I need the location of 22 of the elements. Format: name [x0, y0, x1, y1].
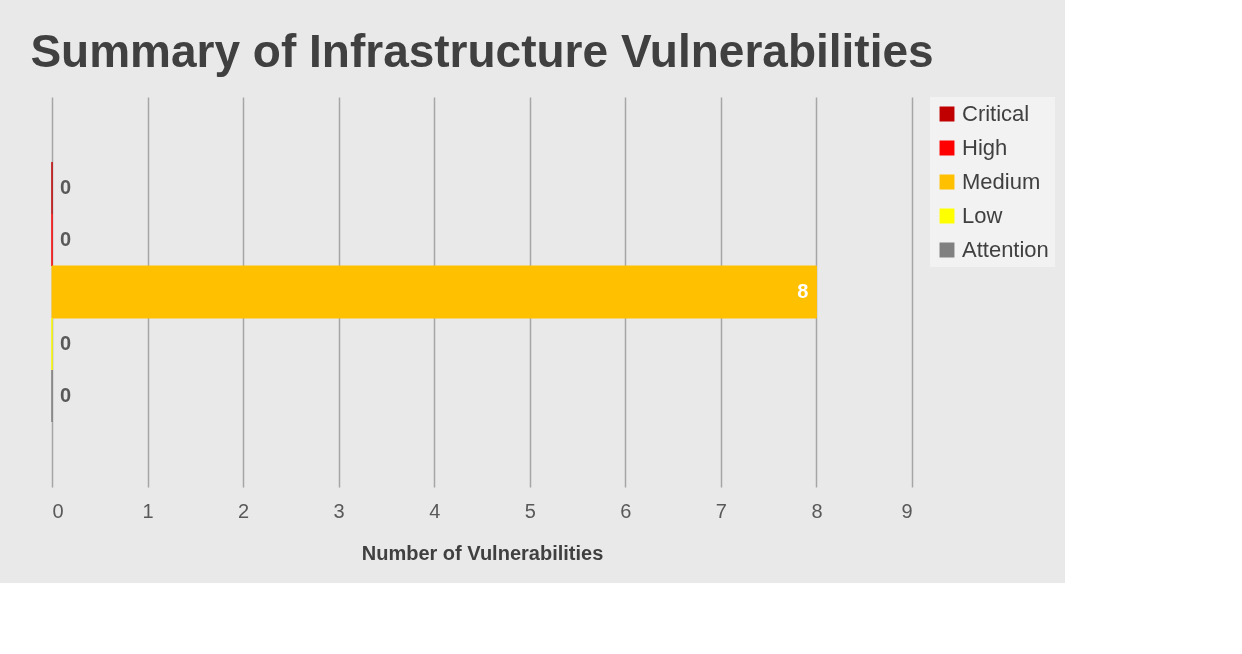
data-label: 0 [60, 332, 72, 354]
x-tick-label: 6 [620, 499, 632, 522]
chart-title: Summary of Infrastructure Vulnerabilities [30, 25, 934, 77]
data-label: 0 [60, 228, 72, 250]
x-axis-title: Number of Vulnerabilities [361, 541, 604, 564]
x-tick-label: 2 [238, 499, 250, 522]
legend-label: Medium [962, 169, 1041, 194]
data-label: 8 [797, 280, 809, 302]
x-tick-label: 4 [429, 499, 441, 522]
x-tick-label: 7 [715, 499, 727, 522]
x-tick-label: 3 [333, 499, 345, 522]
x-tick-label: 5 [524, 499, 536, 522]
legend-label: Low [962, 203, 1003, 228]
legend-label: Attention [962, 237, 1049, 262]
legend-label: Critical [962, 101, 1030, 126]
x-tick-label: 9 [901, 499, 913, 522]
x-tick-label: 1 [142, 499, 154, 522]
data-label: 0 [60, 384, 72, 406]
data-label: 0 [60, 176, 72, 198]
x-tick-label: 8 [811, 499, 823, 522]
legend-label: High [962, 135, 1008, 160]
x-tick-label: 0 [52, 499, 64, 522]
